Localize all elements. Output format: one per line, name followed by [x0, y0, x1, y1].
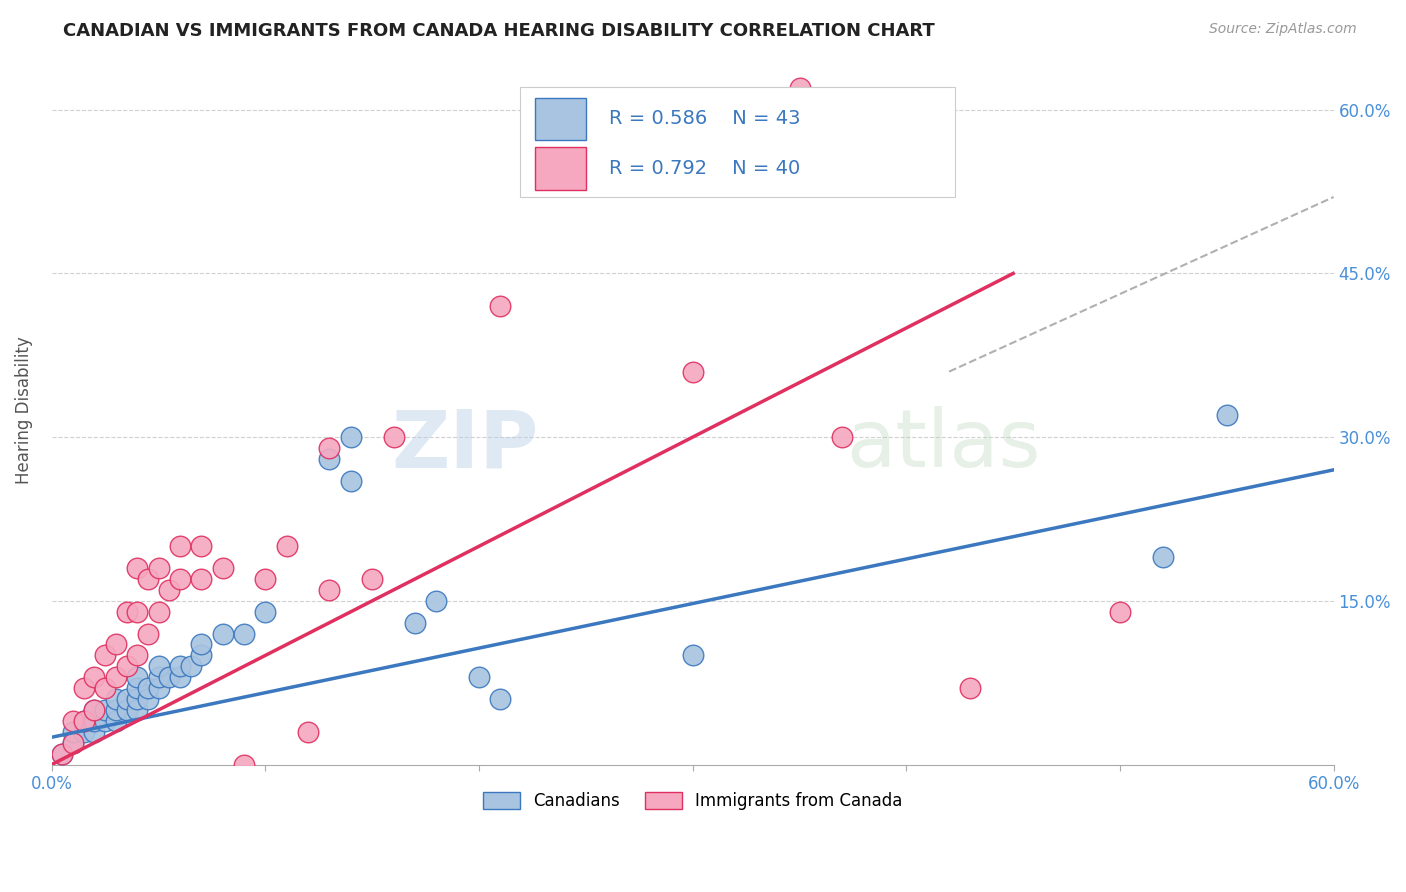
Point: [62, 714, 84, 728]
Point: [83, 703, 105, 717]
Point: [169, 539, 191, 553]
Legend: Canadians, Immigrants from Canada: Canadians, Immigrants from Canada: [477, 785, 908, 816]
Point: [180, 659, 202, 673]
Point: [73, 681, 96, 695]
Point: [1109, 605, 1132, 619]
Point: [169, 659, 191, 673]
Point: [104, 637, 127, 651]
Point: [136, 692, 159, 706]
Point: [382, 430, 405, 444]
Text: CANADIAN VS IMMIGRANTS FROM CANADA HEARING DISABILITY CORRELATION CHART: CANADIAN VS IMMIGRANTS FROM CANADA HEARI…: [63, 22, 935, 40]
Point: [62, 736, 84, 750]
Point: [104, 714, 127, 728]
Point: [190, 539, 212, 553]
Point: [73, 714, 96, 728]
Point: [157, 582, 180, 597]
Point: [211, 626, 233, 640]
Point: [62, 736, 84, 750]
Point: [148, 561, 170, 575]
Text: R = 0.586    N = 43: R = 0.586 N = 43: [609, 110, 801, 128]
Point: [190, 648, 212, 663]
Point: [73, 714, 96, 728]
Point: [51, 747, 73, 761]
Point: [127, 681, 149, 695]
Point: [115, 659, 138, 673]
Text: R = 0.792    N = 40: R = 0.792 N = 40: [609, 159, 800, 178]
Point: [83, 670, 105, 684]
Point: [104, 670, 127, 684]
Point: [959, 681, 981, 695]
Point: [115, 692, 138, 706]
Point: [94, 703, 117, 717]
Point: [127, 561, 149, 575]
Point: [148, 605, 170, 619]
FancyBboxPatch shape: [520, 87, 956, 197]
Point: [104, 692, 127, 706]
Point: [83, 724, 105, 739]
Point: [831, 430, 853, 444]
Text: Source: ZipAtlas.com: Source: ZipAtlas.com: [1209, 22, 1357, 37]
Point: [83, 703, 105, 717]
Point: [169, 670, 191, 684]
Point: [169, 572, 191, 586]
Point: [254, 605, 277, 619]
Point: [136, 572, 159, 586]
Point: [789, 81, 811, 95]
Point: [489, 299, 512, 313]
Point: [83, 714, 105, 728]
Point: [318, 452, 340, 467]
FancyBboxPatch shape: [536, 98, 586, 140]
Point: [468, 670, 491, 684]
Point: [404, 615, 426, 630]
Point: [489, 692, 512, 706]
Text: ZIP: ZIP: [392, 406, 538, 484]
Point: [127, 648, 149, 663]
Point: [94, 648, 117, 663]
Point: [94, 681, 117, 695]
Text: atlas: atlas: [846, 406, 1040, 484]
Point: [190, 572, 212, 586]
Point: [104, 703, 127, 717]
Point: [127, 670, 149, 684]
Point: [233, 626, 256, 640]
Point: [682, 648, 704, 663]
Point: [682, 365, 704, 379]
Point: [340, 474, 363, 488]
Point: [340, 430, 363, 444]
Point: [73, 724, 96, 739]
Point: [1216, 409, 1239, 423]
Point: [254, 572, 277, 586]
Point: [297, 724, 319, 739]
Point: [127, 703, 149, 717]
Point: [318, 441, 340, 455]
Point: [94, 714, 117, 728]
Point: [318, 582, 340, 597]
FancyBboxPatch shape: [536, 147, 586, 190]
Point: [136, 626, 159, 640]
Point: [115, 605, 138, 619]
Point: [148, 670, 170, 684]
Point: [361, 572, 384, 586]
Point: [148, 659, 170, 673]
Point: [276, 539, 298, 553]
Point: [127, 692, 149, 706]
Point: [425, 594, 447, 608]
Point: [51, 747, 73, 761]
Point: [115, 703, 138, 717]
Point: [157, 670, 180, 684]
Y-axis label: Hearing Disability: Hearing Disability: [15, 336, 32, 483]
Point: [127, 605, 149, 619]
Point: [190, 637, 212, 651]
Point: [62, 724, 84, 739]
Point: [148, 681, 170, 695]
Point: [136, 681, 159, 695]
Point: [1152, 550, 1174, 565]
Point: [211, 561, 233, 575]
Point: [233, 757, 256, 772]
